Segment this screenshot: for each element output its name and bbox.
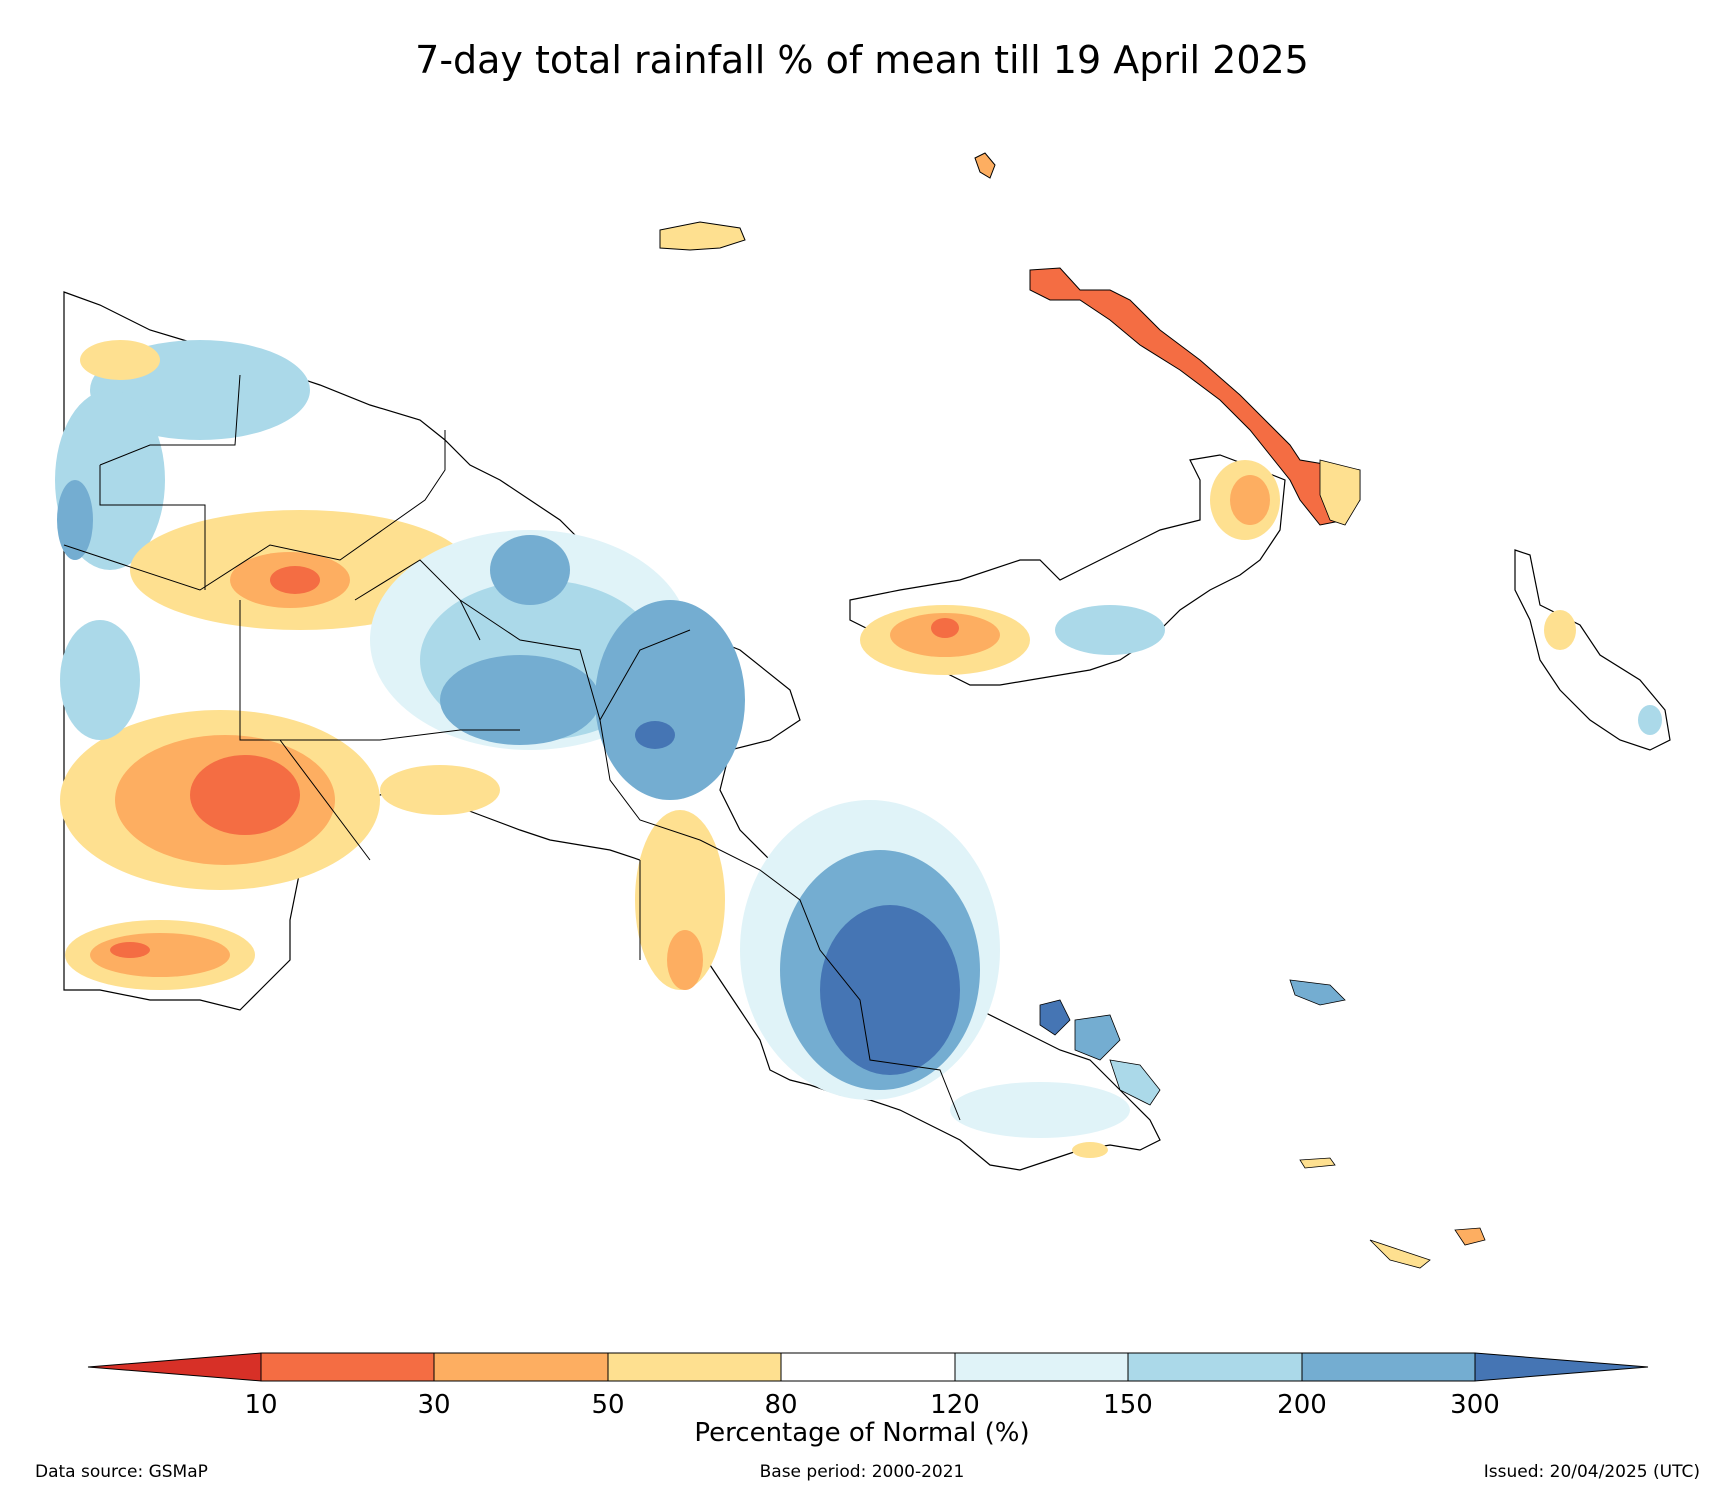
new-britain-west-red — [931, 618, 959, 638]
colorbar-tick-120: 120 — [930, 1390, 980, 1420]
new-ireland — [1029, 267, 1361, 526]
patch-madang-dblue — [635, 721, 675, 749]
patch-central-orange — [667, 930, 703, 990]
new-ireland-south — [1319, 459, 1361, 526]
patch-sw-red — [190, 755, 300, 835]
patch-madang-blue — [595, 600, 745, 800]
base-period: Base period: 2000-2021 — [759, 1462, 965, 1482]
woodlark-island — [1289, 979, 1346, 1006]
colorbar — [87, 1352, 1649, 1382]
bougainville-yellow — [1544, 610, 1576, 650]
patch-s-red — [110, 942, 150, 958]
patch-s-orange — [90, 933, 230, 977]
patch-tail-yellow — [1072, 1142, 1108, 1158]
colorbar-bin-50-80 — [607, 1352, 782, 1382]
mussau-island — [974, 152, 996, 179]
new-britain-east-orange — [1230, 475, 1270, 525]
colorbar-tick-10: 10 — [244, 1390, 278, 1420]
data-source: Data source: GSMaP — [35, 1462, 208, 1482]
patch-w-blue2 — [57, 480, 93, 560]
colorbar-bin-200-300 — [1301, 1352, 1476, 1382]
normanby-island — [1109, 1059, 1161, 1106]
mainland — [55, 291, 1161, 1171]
bougainville-blue — [1638, 705, 1662, 735]
patch-highlands-dblue — [440, 655, 600, 745]
map-title: 7-day total rainfall % of mean till 19 A… — [415, 38, 1309, 82]
colorbar-bin-80-120 — [780, 1352, 956, 1382]
colorbar-low-extension — [87, 1352, 262, 1382]
colorbar-high-extension — [1474, 1352, 1649, 1382]
colorbar-tick-300: 300 — [1450, 1390, 1500, 1420]
colorbar-tick-80: 80 — [764, 1390, 798, 1420]
colorbar-tick-200: 200 — [1277, 1390, 1327, 1420]
colorbar-label: Percentage of Normal (%) — [694, 1418, 1030, 1448]
goodenough-island — [1039, 999, 1071, 1036]
new-britain-mid-blue — [1055, 605, 1165, 655]
patch-east-dblue — [820, 905, 960, 1075]
colorbar-tick-30: 30 — [417, 1390, 451, 1420]
province-boundaries — [63, 374, 961, 1121]
colorbar-bin-30-50 — [433, 1352, 609, 1382]
patch-upper-blue — [490, 535, 570, 605]
sudest-island — [1369, 1239, 1431, 1269]
colorbar-tick-50: 50 — [591, 1390, 625, 1420]
patch-gulf-yellow — [380, 765, 500, 815]
rossel-island — [1454, 1227, 1486, 1246]
issued-date: Issued: 20/04/2025 (UTC) — [1483, 1462, 1700, 1482]
colorbar-bin-10-30 — [260, 1352, 435, 1382]
colorbar-tick-150: 150 — [1103, 1390, 1153, 1420]
fergusson-island — [1074, 1014, 1121, 1061]
colorbar-bin-150-200 — [1127, 1352, 1303, 1382]
colorbar-bin-120-150 — [954, 1352, 1129, 1382]
patch-n-yellow — [80, 340, 160, 380]
patch-central-yellow — [635, 810, 725, 990]
patch-w-blue3 — [60, 620, 140, 740]
patch-c-red — [270, 566, 320, 594]
patch-tail-lightblue — [950, 1082, 1130, 1138]
manus-island — [659, 221, 746, 251]
misima-island — [1299, 1157, 1336, 1169]
